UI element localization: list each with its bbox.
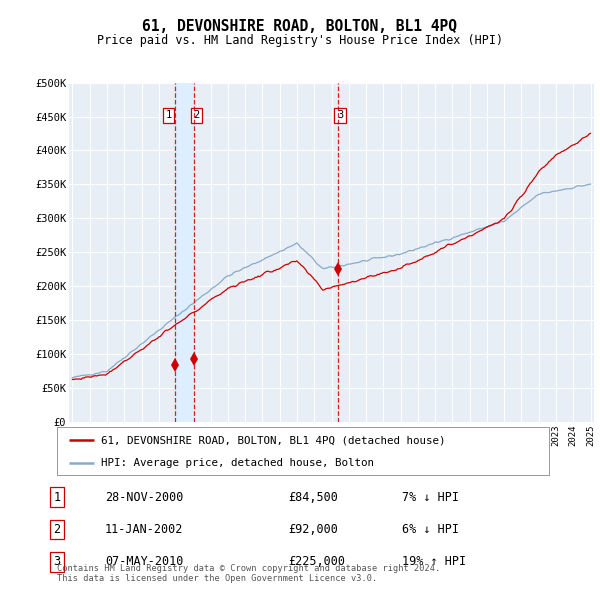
Text: Price paid vs. HM Land Registry's House Price Index (HPI): Price paid vs. HM Land Registry's House … [97, 34, 503, 47]
Text: 6% ↓ HPI: 6% ↓ HPI [402, 523, 459, 536]
Bar [175, 83, 194, 422]
Text: 11-JAN-2002: 11-JAN-2002 [105, 523, 184, 536]
Text: 7% ↓ HPI: 7% ↓ HPI [402, 490, 459, 504]
Text: £225,000: £225,000 [288, 555, 345, 569]
Text: 61, DEVONSHIRE ROAD, BOLTON, BL1 4PQ (detached house): 61, DEVONSHIRE ROAD, BOLTON, BL1 4PQ (de… [101, 435, 446, 445]
Text: 1: 1 [53, 490, 61, 504]
Text: 07-MAY-2010: 07-MAY-2010 [105, 555, 184, 569]
Text: £84,500: £84,500 [288, 490, 338, 504]
Text: HPI: Average price, detached house, Bolton: HPI: Average price, detached house, Bolt… [101, 458, 374, 468]
Text: 3: 3 [53, 555, 61, 569]
Bar [337, 83, 338, 422]
Text: 1: 1 [166, 110, 172, 120]
Text: Contains HM Land Registry data © Crown copyright and database right 2024.
This d: Contains HM Land Registry data © Crown c… [57, 563, 440, 583]
Text: 19% ↑ HPI: 19% ↑ HPI [402, 555, 466, 569]
Text: 3: 3 [337, 110, 343, 120]
Text: 61, DEVONSHIRE ROAD, BOLTON, BL1 4PQ: 61, DEVONSHIRE ROAD, BOLTON, BL1 4PQ [143, 19, 458, 34]
Text: 28-NOV-2000: 28-NOV-2000 [105, 490, 184, 504]
Text: £92,000: £92,000 [288, 523, 338, 536]
Text: 2: 2 [193, 110, 200, 120]
Text: 2: 2 [53, 523, 61, 536]
